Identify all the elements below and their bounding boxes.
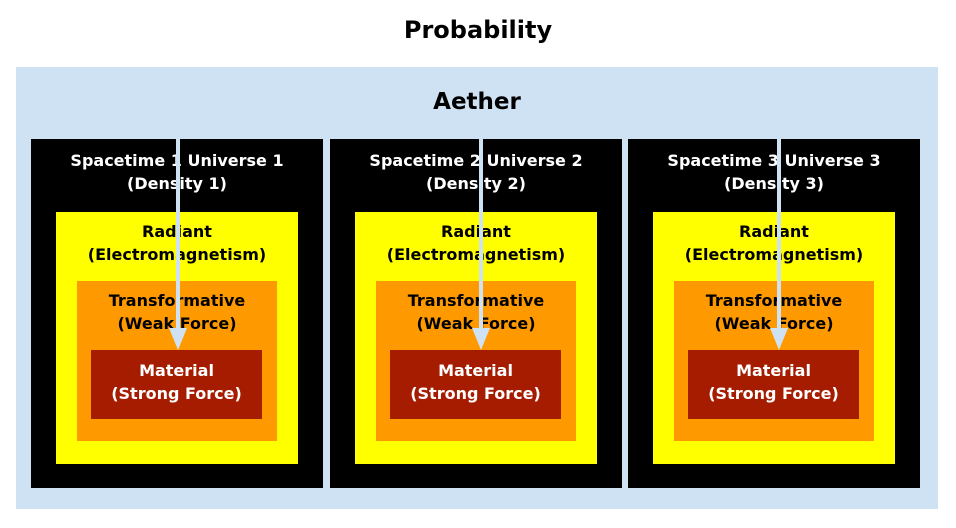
radiant-sub-3: (Electromagnetism) (684, 245, 864, 264)
aether-label: Aether (433, 89, 521, 115)
material-box-1: Material (Strong Force) (91, 350, 262, 419)
universe-name-2: Spacetime 2 Universe 2 (369, 151, 583, 170)
material-label-3: Material (Strong Force) (688, 359, 859, 405)
universe-label-3: Spacetime 3 Universe 3 (Density 3) (628, 149, 920, 195)
material-box-2: Material (Strong Force) (390, 350, 561, 419)
radiant-box-1: Radiant (Electromagnetism) Transformativ… (56, 212, 298, 464)
transformative-sub-3: (Weak Force) (714, 314, 834, 333)
radiant-sub-1: (Electromagnetism) (87, 245, 267, 264)
universe-density-3: (Density 3) (724, 174, 824, 193)
universe-box-2: Spacetime 2 Universe 2 (Density 2) Radia… (330, 139, 622, 488)
universe-label-2: Spacetime 2 Universe 2 (Density 2) (330, 149, 622, 195)
radiant-label-3: Radiant (Electromagnetism) (653, 220, 895, 266)
universe-name-3: Spacetime 3 Universe 3 (667, 151, 881, 170)
universe-box-1: Spacetime 1 Universe 1 (Density 1) Radia… (31, 139, 323, 488)
radiant-name-1: Radiant (142, 222, 212, 241)
transformative-name-3: Transformative (705, 291, 843, 310)
aether-box: Aether Spacetime 1 Universe 1 (Density 1… (16, 67, 938, 509)
radiant-name-3: Radiant (739, 222, 809, 241)
transformative-sub-2: (Weak Force) (416, 314, 536, 333)
material-name-1: Material (139, 361, 214, 380)
material-label-2: Material (Strong Force) (390, 359, 561, 405)
radiant-label-1: Radiant (Electromagnetism) (56, 220, 298, 266)
universe-name-1: Spacetime 1 Universe 1 (70, 151, 284, 170)
material-sub-2: (Strong Force) (410, 384, 541, 403)
universe-box-3: Spacetime 3 Universe 3 (Density 3) Radia… (628, 139, 920, 488)
transformative-box-1: Transformative (Weak Force) Material (St… (77, 281, 277, 441)
transformative-box-3: Transformative (Weak Force) Material (St… (674, 281, 874, 441)
universe-density-2: (Density 2) (426, 174, 526, 193)
transformative-name-1: Transformative (108, 291, 246, 310)
radiant-box-2: Radiant (Electromagnetism) Transformativ… (355, 212, 597, 464)
material-label-1: Material (Strong Force) (91, 359, 262, 405)
transformative-box-2: Transformative (Weak Force) Material (St… (376, 281, 576, 441)
material-name-2: Material (438, 361, 513, 380)
radiant-sub-2: (Electromagnetism) (386, 245, 566, 264)
radiant-box-3: Radiant (Electromagnetism) Transformativ… (653, 212, 895, 464)
transformative-label-2: Transformative (Weak Force) (376, 289, 576, 335)
transformative-name-2: Transformative (407, 291, 545, 310)
radiant-name-2: Radiant (441, 222, 511, 241)
radiant-label-2: Radiant (Electromagnetism) (355, 220, 597, 266)
transformative-sub-1: (Weak Force) (117, 314, 237, 333)
material-box-3: Material (Strong Force) (688, 350, 859, 419)
universe-label-1: Spacetime 1 Universe 1 (Density 1) (31, 149, 323, 195)
diagram-title: Probability (403, 16, 553, 44)
material-sub-1: (Strong Force) (111, 384, 242, 403)
material-sub-3: (Strong Force) (708, 384, 839, 403)
universe-density-1: (Density 1) (127, 174, 227, 193)
transformative-label-3: Transformative (Weak Force) (674, 289, 874, 335)
transformative-label-1: Transformative (Weak Force) (77, 289, 277, 335)
material-name-3: Material (736, 361, 811, 380)
